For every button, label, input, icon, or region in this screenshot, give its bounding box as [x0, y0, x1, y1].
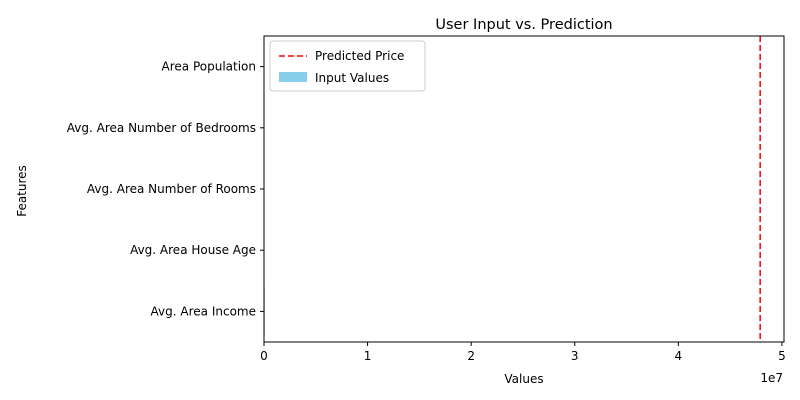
legend-predicted-price-label: Predicted Price — [315, 49, 404, 63]
x-tick-label: 1 — [364, 349, 372, 363]
y-tick-label: Avg. Area Income — [151, 304, 256, 318]
x-tick-label: 3 — [571, 349, 579, 363]
x-axis-title: Values — [504, 372, 543, 386]
x-axis-scale-label: 1e7 — [760, 371, 783, 385]
x-tick-label: 0 — [260, 349, 268, 363]
legend-input-values-swatch — [279, 72, 307, 82]
y-tick-label: Area Population — [162, 60, 256, 74]
y-tick-label: Avg. Area Number of Rooms — [87, 182, 256, 196]
y-axis-title: Features — [15, 165, 29, 217]
y-tick-label: Avg. Area House Age — [130, 243, 256, 257]
x-tick-label: 5 — [778, 349, 786, 363]
legend-input-values-label: Input Values — [315, 71, 389, 85]
y-axis: Avg. Area Income Avg. Area House Age Avg. … — [67, 60, 264, 318]
x-tick-label: 2 — [467, 349, 475, 363]
x-tick-label: 4 — [675, 349, 683, 363]
legend-frame — [269, 40, 426, 92]
y-tick-label: Avg. Area Number of Bedrooms — [67, 121, 256, 135]
legend: Predicted Price Input Values — [269, 40, 426, 92]
chart-title: User Input vs. Prediction — [435, 17, 612, 33]
x-axis: 0 1 2 3 4 5 — [260, 342, 786, 363]
